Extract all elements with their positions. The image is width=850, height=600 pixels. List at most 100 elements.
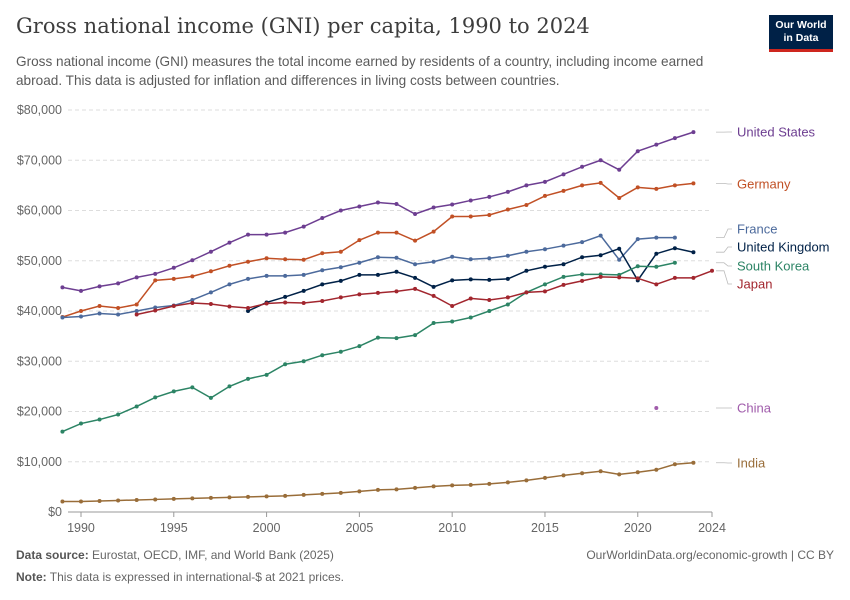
data-point-france[interactable]	[134, 309, 139, 313]
data-point-south-korea[interactable]	[505, 302, 510, 307]
data-point-japan[interactable]	[338, 295, 343, 300]
data-point-india[interactable]	[171, 496, 176, 501]
data-point-france[interactable]	[654, 235, 659, 240]
data-point-japan[interactable]	[264, 301, 269, 306]
data-point-germany[interactable]	[264, 256, 269, 261]
data-point-japan[interactable]	[227, 304, 232, 309]
data-point-united-kingdom[interactable]	[524, 268, 529, 273]
data-point-france[interactable]	[468, 257, 473, 262]
data-point-japan[interactable]	[635, 276, 640, 281]
data-point-japan[interactable]	[283, 300, 288, 305]
data-point-united-states[interactable]	[357, 204, 362, 209]
data-point-south-korea[interactable]	[338, 349, 343, 354]
data-point-france[interactable]	[394, 255, 399, 260]
data-point-united-states[interactable]	[301, 224, 306, 229]
data-point-south-korea[interactable]	[375, 335, 380, 340]
data-point-united-states[interactable]	[208, 249, 213, 254]
data-point-india[interactable]	[357, 489, 362, 494]
data-point-india[interactable]	[375, 487, 380, 492]
data-point-germany[interactable]	[431, 229, 436, 234]
data-point-south-korea[interactable]	[468, 315, 473, 320]
data-point-germany[interactable]	[394, 230, 399, 235]
data-point-india[interactable]	[153, 497, 158, 502]
data-point-germany[interactable]	[153, 278, 158, 283]
data-point-japan[interactable]	[375, 290, 380, 295]
data-point-india[interactable]	[654, 467, 659, 472]
data-point-united-states[interactable]	[97, 284, 102, 289]
data-point-united-states[interactable]	[375, 200, 380, 205]
data-point-united-kingdom[interactable]	[431, 284, 436, 289]
data-point-japan[interactable]	[487, 297, 492, 302]
data-source-text[interactable]: Eurostat, OECD, IMF, and World Bank (202…	[92, 548, 334, 562]
data-point-india[interactable]	[617, 472, 622, 477]
data-point-germany[interactable]	[635, 185, 640, 190]
data-point-united-kingdom[interactable]	[691, 250, 696, 255]
series-line-france[interactable]	[62, 234, 675, 319]
data-point-united-states[interactable]	[320, 216, 325, 221]
data-point-japan[interactable]	[134, 312, 139, 317]
data-point-united-states[interactable]	[654, 142, 659, 147]
data-point-japan[interactable]	[190, 300, 195, 305]
data-point-germany[interactable]	[505, 207, 510, 212]
data-point-south-korea[interactable]	[116, 412, 121, 417]
series-label-south-korea[interactable]: South Korea	[737, 259, 810, 274]
data-point-germany[interactable]	[97, 303, 102, 308]
data-point-south-korea[interactable]	[542, 282, 547, 287]
data-point-united-kingdom[interactable]	[505, 276, 510, 281]
data-point-germany[interactable]	[246, 259, 251, 264]
series-label-france[interactable]: France	[737, 222, 777, 237]
data-point-japan[interactable]	[617, 275, 622, 280]
data-point-france[interactable]	[413, 262, 418, 267]
data-point-france[interactable]	[357, 260, 362, 265]
series-line-india[interactable]	[62, 462, 694, 503]
data-point-united-kingdom[interactable]	[468, 277, 473, 282]
data-point-united-kingdom[interactable]	[338, 278, 343, 283]
data-point-japan[interactable]	[208, 301, 213, 306]
data-point-japan[interactable]	[468, 296, 473, 301]
data-point-south-korea[interactable]	[450, 319, 455, 324]
data-point-united-states[interactable]	[338, 208, 343, 213]
data-point-china[interactable]	[654, 405, 659, 410]
data-point-south-korea[interactable]	[301, 359, 306, 364]
data-point-france[interactable]	[301, 272, 306, 277]
data-point-south-korea[interactable]	[561, 274, 566, 279]
data-point-germany[interactable]	[617, 195, 622, 200]
data-point-united-states[interactable]	[524, 183, 529, 188]
data-point-japan[interactable]	[413, 286, 418, 291]
data-point-united-states[interactable]	[153, 271, 158, 276]
data-point-japan[interactable]	[320, 298, 325, 303]
data-point-india[interactable]	[190, 496, 195, 501]
data-point-south-korea[interactable]	[134, 404, 139, 409]
data-point-france[interactable]	[561, 243, 566, 248]
data-point-france[interactable]	[450, 254, 455, 259]
data-point-germany[interactable]	[171, 276, 176, 281]
data-point-india[interactable]	[134, 497, 139, 502]
series-line-south-korea[interactable]	[62, 262, 676, 433]
data-point-germany[interactable]	[580, 183, 585, 188]
data-point-india[interactable]	[246, 494, 251, 499]
data-point-germany[interactable]	[338, 249, 343, 254]
data-point-united-states[interactable]	[505, 189, 510, 194]
data-point-france[interactable]	[542, 247, 547, 252]
data-point-japan[interactable]	[450, 303, 455, 308]
data-point-germany[interactable]	[654, 186, 659, 191]
data-point-germany[interactable]	[598, 180, 603, 185]
data-point-france[interactable]	[116, 312, 121, 317]
data-point-france[interactable]	[505, 253, 510, 258]
data-point-india[interactable]	[487, 481, 492, 486]
data-point-south-korea[interactable]	[654, 264, 659, 269]
data-point-india[interactable]	[598, 469, 603, 474]
data-point-japan[interactable]	[654, 282, 659, 287]
data-point-south-korea[interactable]	[580, 272, 585, 277]
data-point-united-states[interactable]	[487, 194, 492, 199]
data-point-japan[interactable]	[357, 292, 362, 297]
data-point-south-korea[interactable]	[171, 389, 176, 394]
data-point-india[interactable]	[264, 494, 269, 499]
data-point-united-kingdom[interactable]	[246, 309, 251, 313]
data-point-united-states[interactable]	[264, 232, 269, 237]
data-point-south-korea[interactable]	[264, 372, 269, 377]
data-point-japan[interactable]	[171, 303, 176, 308]
data-point-united-kingdom[interactable]	[301, 288, 306, 293]
data-point-japan[interactable]	[301, 300, 306, 305]
data-point-germany[interactable]	[320, 251, 325, 256]
